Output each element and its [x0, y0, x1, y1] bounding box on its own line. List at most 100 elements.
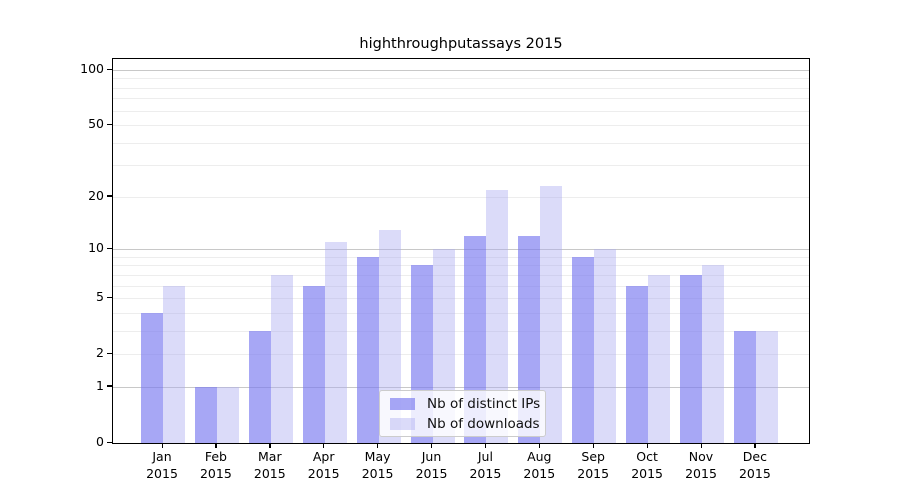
x-tick-label: Feb 2015: [200, 449, 232, 482]
x-tick-year: 2015: [199, 465, 232, 481]
y-tick-label: 50: [88, 116, 104, 132]
y-tick: [107, 441, 112, 443]
y-tick: [107, 296, 112, 298]
minor-gridline: [113, 256, 809, 258]
gridlines-layer: [113, 59, 809, 443]
bar-distinct-ips: [680, 274, 702, 443]
bar-downloads: [702, 265, 724, 443]
y-tick: [107, 385, 112, 387]
minor-gridline: [113, 196, 809, 198]
bar-distinct-ips: [572, 256, 595, 443]
minor-gridline: [113, 330, 809, 332]
bar-distinct-ips: [626, 285, 649, 443]
major-gridline: [113, 70, 809, 71]
x-tick: [484, 443, 487, 448]
y-tick-label: 5: [96, 289, 104, 305]
legend-item-distinct-ips: Nb of distinct IPs: [390, 396, 545, 412]
legend-swatch-distinct-ips: [390, 397, 415, 410]
bar-distinct-ips: [194, 386, 217, 443]
x-tick-year: 2015: [361, 465, 394, 481]
x-tick-month: Dec: [742, 449, 767, 464]
x-tick-month: Feb: [204, 449, 227, 464]
minor-gridline: [113, 125, 809, 127]
x-tick-label: Oct 2015: [631, 449, 663, 482]
minor-gridline: [113, 312, 809, 314]
legend-item-downloads: Nb of downloads: [390, 416, 545, 432]
bar-distinct-ips: [733, 330, 756, 443]
minor-gridline: [113, 265, 809, 267]
x-tick: [215, 443, 217, 448]
x-tick-month: Aug: [527, 449, 552, 464]
x-tick-label: Mar 2015: [254, 449, 286, 482]
x-tick-label: Jan 2015: [146, 449, 178, 482]
y-tick-label: 0: [96, 434, 104, 449]
y-tick-label: 20: [88, 187, 104, 203]
chart-title: highthroughputassays 2015: [359, 36, 563, 52]
minor-gridline: [113, 98, 809, 100]
x-tick-label: Apr 2015: [308, 449, 340, 482]
x-tick-month: May: [364, 449, 391, 464]
major-gridline: [113, 386, 809, 388]
bar-downloads: [486, 189, 509, 443]
minor-gridline: [113, 165, 809, 167]
y-tick: [107, 123, 112, 126]
x-tick-month: Jul: [477, 449, 493, 464]
x-tick: [323, 443, 325, 448]
x-tick-year: 2015: [738, 465, 771, 481]
bar-downloads: [163, 285, 185, 443]
bar-distinct-ips: [356, 256, 379, 443]
x-tick: [538, 443, 541, 448]
y-tick: [107, 352, 112, 354]
bar-downloads: [270, 274, 293, 443]
legend-label-downloads: Nb of downloads: [427, 415, 540, 432]
y-tick-label: 100: [80, 61, 104, 76]
x-tick: [592, 443, 594, 448]
bar-downloads: [594, 249, 617, 443]
bar-downloads: [324, 242, 347, 443]
x-tick: [754, 443, 756, 448]
x-tick-label: Aug 2015: [523, 449, 555, 482]
x-tick-year: 2015: [253, 465, 286, 481]
y-tick: [107, 247, 112, 249]
legend-label-distinct-ips: Nb of distinct IPs: [427, 395, 541, 412]
y-tick-label: 2: [96, 345, 104, 361]
x-tick-month: Apr: [312, 449, 335, 464]
minor-gridline: [113, 78, 809, 80]
x-tick-month: Jan: [152, 449, 172, 464]
legend: Nb of distinct IPs Nb of downloads: [379, 390, 546, 437]
bar-downloads: [540, 186, 563, 443]
x-tick-year: 2015: [631, 465, 663, 481]
minor-gridline: [113, 142, 809, 144]
x-tick: [377, 443, 379, 448]
y-tick: [107, 68, 112, 70]
legend-swatch-downloads: [390, 417, 415, 430]
bar-downloads: [216, 386, 239, 443]
x-tick-month: Jun: [421, 449, 442, 464]
minor-gridline: [113, 354, 809, 356]
x-tick-year: 2015: [307, 465, 340, 481]
y-tick: [107, 195, 112, 197]
minor-gridline: [113, 110, 809, 112]
x-tick-month: Mar: [258, 449, 282, 464]
x-tick-label: Jun 2015: [416, 449, 448, 482]
minor-gridline: [113, 285, 809, 287]
bars-layer: [113, 59, 809, 443]
x-tick-label: Sep 2015: [577, 449, 609, 482]
minor-gridline: [113, 87, 809, 89]
y-tick-label: 1: [96, 377, 104, 393]
x-tick-month: Oct: [636, 449, 658, 464]
x-tick: [700, 443, 702, 448]
bar-distinct-ips: [248, 330, 271, 443]
bar-distinct-ips: [141, 312, 163, 443]
bar-downloads: [378, 229, 401, 443]
major-gridline: [113, 249, 809, 251]
x-tick-year: 2015: [685, 465, 717, 481]
minor-gridline: [113, 274, 809, 276]
x-tick-year: 2015: [469, 465, 502, 481]
x-tick-label: May 2015: [362, 449, 394, 482]
x-tick-label: Nov 2015: [685, 449, 717, 482]
x-tick-year: 2015: [146, 465, 178, 481]
bar-downloads: [648, 274, 671, 443]
x-tick: [431, 443, 433, 448]
